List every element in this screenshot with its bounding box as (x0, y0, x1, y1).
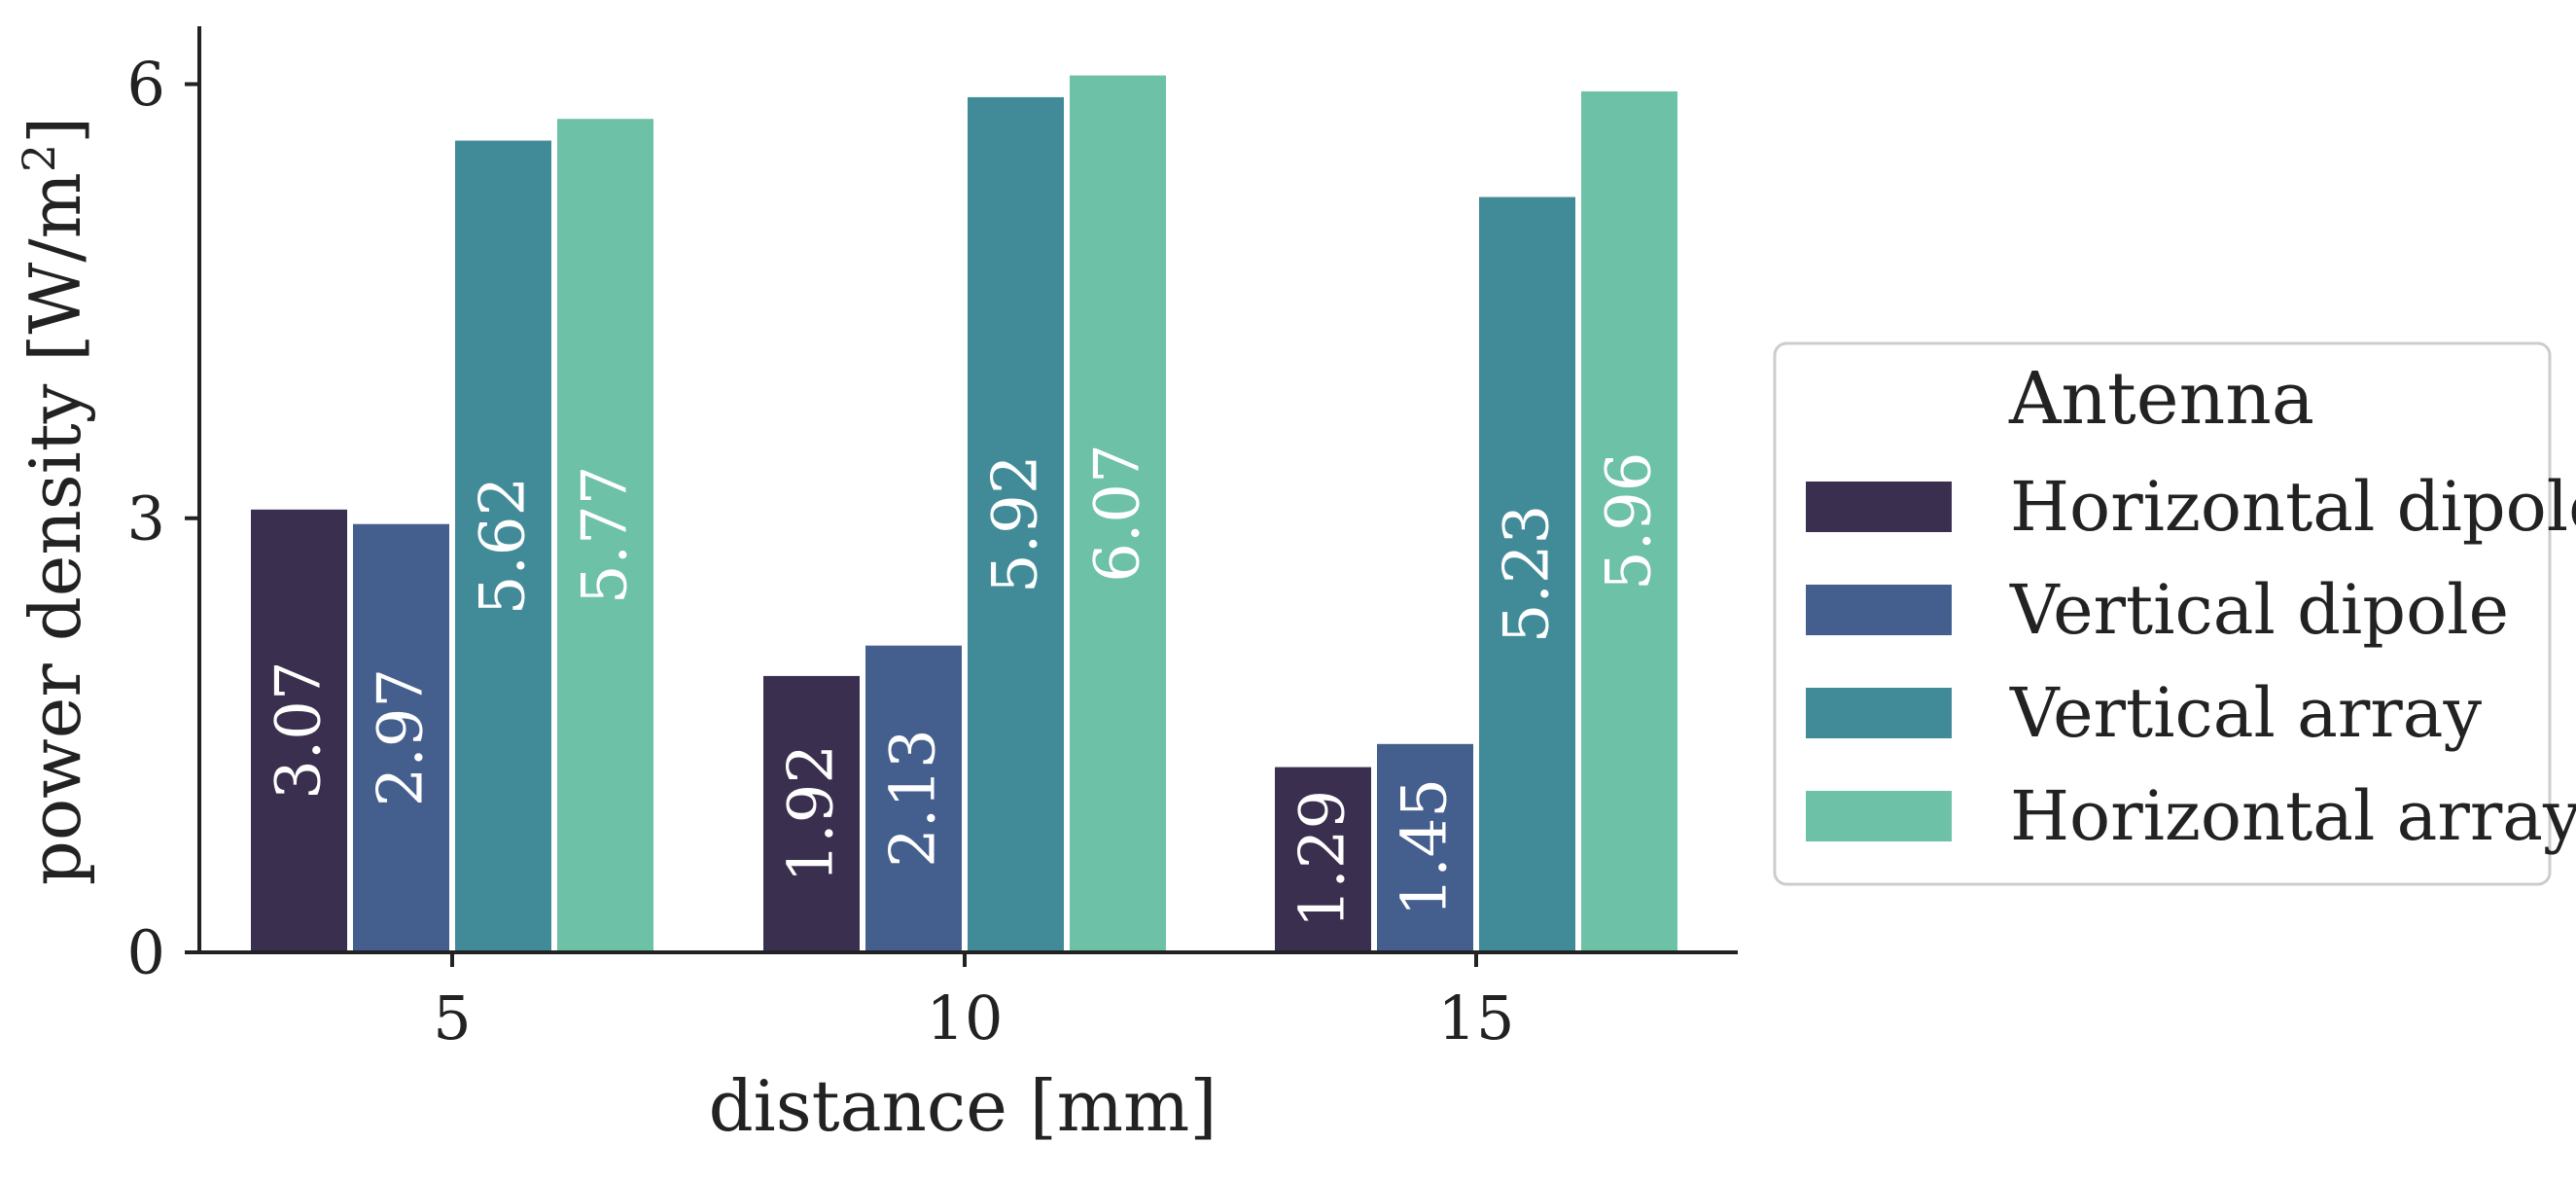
legend-swatch (1806, 791, 1952, 841)
bar-vertical-array-5 (452, 137, 554, 954)
bar-value-label: 5.96 (1594, 451, 1666, 590)
bar-value-label: 5.23 (1492, 505, 1564, 644)
bar-value-label: 6.07 (1082, 444, 1154, 583)
legend-swatch (1806, 482, 1952, 532)
legend-swatch (1806, 688, 1952, 738)
legend-items: Horizontal dipole Vertical dipole Vertical… (1806, 467, 2576, 856)
bar-value-label: 1.45 (1390, 778, 1462, 917)
bar-value-label: 1.92 (776, 744, 848, 883)
legend-frame (1773, 341, 2552, 886)
legend-label: Vertical dipole (2009, 570, 2509, 650)
bar-value-label: 5.62 (468, 477, 540, 616)
bar-value-label: 2.13 (878, 729, 950, 868)
bar-value-label: 1.29 (1288, 790, 1359, 929)
bar-value-label: 5.77 (570, 466, 642, 605)
legend-label: Vertical array (2009, 673, 2482, 753)
x-axis-title: distance [mm] (709, 1065, 1217, 1147)
y-tick-label: 0 (127, 917, 165, 988)
y-axis-title-main: power density [W/m (15, 172, 96, 885)
y-tick-label: 6 (127, 49, 165, 120)
bar-horizontal-array-15 (1578, 88, 1680, 954)
bar-value-label: 5.92 (980, 454, 1052, 593)
y-axis-title-suffix: ] (15, 117, 96, 144)
x-tick-label: 15 (1438, 982, 1515, 1054)
legend-title: Antenna (2008, 357, 2314, 441)
x-tick-label: 5 (433, 982, 471, 1054)
legend: Antenna Horizontal dipole Vertical dipole… (1773, 341, 2576, 886)
x-tick-label: 10 (927, 982, 1004, 1054)
bar-value-label: 2.97 (366, 668, 438, 807)
bars-layer: 3.07 2.97 5.62 5.77 1.92 2.13 5.92 6.07 1.29 1.45… (248, 72, 1680, 954)
bar-horizontal-array-10 (1067, 72, 1169, 954)
legend-label: Horizontal array (2010, 776, 2576, 856)
y-axis-title: power density [W/m2] (13, 117, 96, 886)
legend-label: Horizontal dipole (2010, 467, 2576, 547)
y-axis-title-superscript: 2 (13, 144, 65, 172)
bar-horizontal-array-5 (554, 116, 656, 954)
legend-swatch (1806, 585, 1952, 635)
bar-vertical-dipole-5 (350, 520, 452, 954)
ticks-layer: 0 3 6 5 10 15 (127, 49, 1515, 1054)
y-tick-label: 3 (127, 482, 165, 554)
bar-vertical-array-15 (1476, 194, 1578, 954)
bar-vertical-dipole-15 (1374, 740, 1476, 954)
bar-value-label: 3.07 (264, 661, 335, 800)
bar-vertical-dipole-10 (863, 642, 965, 954)
bar-horizontal-dipole-5 (248, 506, 350, 954)
